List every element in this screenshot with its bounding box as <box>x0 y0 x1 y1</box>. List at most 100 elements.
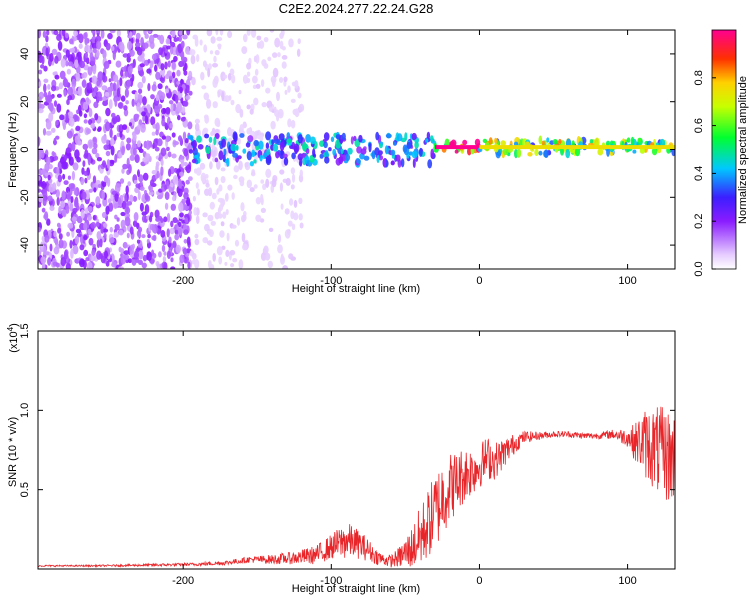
spectrogram-cell <box>632 149 637 154</box>
spectrogram-cell <box>148 30 152 34</box>
spectrogram-cell <box>299 169 303 178</box>
colorbar-tick-label: 0.0 <box>693 261 705 276</box>
spectrogram-cell <box>87 82 92 91</box>
spectrogram-cell <box>231 224 237 229</box>
spectrogram-cell <box>118 229 124 236</box>
spectrogram-x-tick-label: 100 <box>618 275 636 287</box>
spectrogram-cell <box>289 198 294 206</box>
spectrogram-cell <box>132 196 138 202</box>
spectrogram-cell <box>156 194 163 200</box>
spectrogram-cell <box>184 88 188 95</box>
spectrogram-cell <box>107 177 111 187</box>
spectrogram-cell <box>44 234 50 243</box>
spectrogram-cell <box>297 38 301 45</box>
spectrogram-cell <box>262 183 267 190</box>
spectrogram-cell <box>101 85 106 91</box>
spectrogram-cell <box>84 52 89 59</box>
spectrogram-cell <box>132 220 138 228</box>
spectrogram-cell <box>60 200 66 209</box>
snr-y-multiplier-suffix: ) <box>8 323 20 327</box>
spectrogram-cell <box>125 143 131 151</box>
spectrogram-cell <box>193 207 198 216</box>
spectrogram-cell <box>151 84 157 92</box>
spectrogram-cell <box>162 255 167 263</box>
spectrogram-cell <box>123 108 129 117</box>
spectrogram-cell <box>110 45 115 52</box>
spectrogram-cell <box>65 60 69 67</box>
spectrogram-cell <box>83 113 88 119</box>
spectrogram-cell <box>219 230 225 238</box>
spectrogram-cell <box>279 182 283 192</box>
spectrogram-cell <box>242 214 247 221</box>
spectrogram-cell <box>92 175 97 184</box>
spectrogram-cell <box>227 184 233 191</box>
spectrogram-cell <box>104 91 110 97</box>
spectrogram-cell <box>82 160 86 168</box>
spectrogram-cell <box>83 234 88 241</box>
spectrogram-cell <box>594 137 600 148</box>
spectrogram-cell <box>393 141 397 146</box>
spectrogram-cell <box>105 150 111 157</box>
spectrogram-cell <box>38 30 41 39</box>
spectrogram-cell <box>178 30 184 36</box>
spectrogram-cell <box>155 94 160 102</box>
spectrogram-cell <box>134 91 139 101</box>
spectrogram-cell <box>128 164 132 174</box>
spectrogram-cell <box>201 85 207 90</box>
spectrogram-cell <box>92 64 97 75</box>
snr-y-tick-label: 1.0 <box>19 403 31 418</box>
spectrogram-cell <box>534 148 539 156</box>
spectrogram-cell <box>284 89 288 95</box>
spectrogram-cell <box>160 166 164 177</box>
spectrogram-cell <box>62 78 69 87</box>
spectrogram-cell <box>43 83 47 93</box>
spectrogram-cell <box>163 251 167 256</box>
spectrogram-cell <box>397 133 403 142</box>
spectrogram-cell <box>102 160 106 168</box>
spectrogram-cell <box>150 94 155 100</box>
spectrogram-cell <box>196 135 202 143</box>
spectrogram-cell <box>106 139 110 146</box>
spectrogram-cell <box>56 93 62 98</box>
spectrogram-cell <box>186 30 191 36</box>
spectrogram-cell <box>363 155 370 161</box>
spectrogram-cell <box>116 217 120 222</box>
spectrogram-cell <box>516 148 522 158</box>
spectrogram-cell <box>125 185 129 195</box>
spectrogram-cell <box>390 160 395 165</box>
spectrogram-cell <box>110 145 115 156</box>
spectrogram-cell <box>256 35 262 41</box>
spectrogram-cell <box>121 145 125 156</box>
spectrogram-cell <box>156 228 161 235</box>
spectrogram-feature-0 <box>38 30 193 269</box>
spectrogram-cell <box>229 68 235 76</box>
spectrogram-cell <box>101 96 107 102</box>
spectrogram-peak-line <box>479 145 675 150</box>
spectrogram-cell <box>84 44 91 53</box>
spectrogram-cell <box>166 45 172 50</box>
spectrogram-cell <box>137 190 141 201</box>
spectrogram-cell <box>277 244 283 254</box>
spectrogram-cell <box>56 197 60 206</box>
spectrogram-cell <box>210 131 215 137</box>
spectrogram-cell <box>141 215 147 223</box>
spectrogram-cell <box>108 237 115 244</box>
spectrogram-cell <box>129 194 134 203</box>
spectrogram-cell <box>253 184 258 189</box>
spectrogram-cell <box>199 162 206 170</box>
spectrogram-cell <box>111 262 117 268</box>
spectrogram-cell <box>220 221 225 227</box>
spectrogram-cell <box>76 156 81 163</box>
spectrogram-cell <box>251 30 257 38</box>
spectrogram-cell <box>250 171 256 177</box>
spectrogram-cell <box>146 239 150 244</box>
spectrogram-cell <box>178 135 182 142</box>
spectrogram-cell <box>274 37 281 48</box>
colorbar-ticks: 0.0 0.2 0.4 0.6 0.8 <box>693 70 716 277</box>
spectrogram-cell <box>133 179 138 185</box>
spectrogram-cell <box>274 109 280 117</box>
spectrogram-cell <box>109 128 113 138</box>
spectrogram-cell <box>69 239 73 249</box>
